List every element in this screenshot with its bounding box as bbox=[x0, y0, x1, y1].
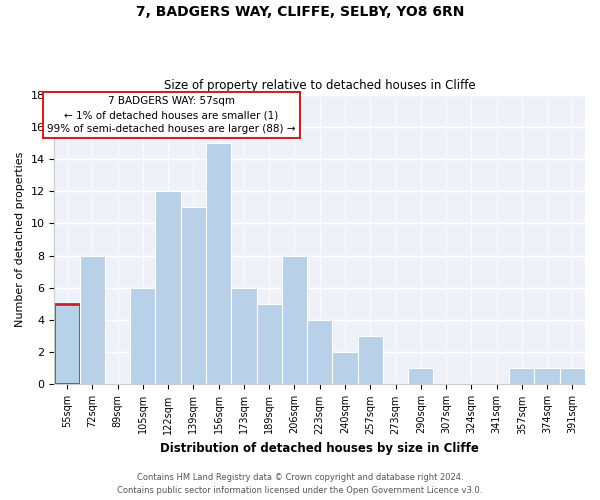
Text: Contains HM Land Registry data © Crown copyright and database right 2024.
Contai: Contains HM Land Registry data © Crown c… bbox=[118, 474, 482, 495]
Bar bbox=[509, 368, 535, 384]
Bar bbox=[231, 288, 257, 384]
Bar bbox=[307, 320, 332, 384]
Bar bbox=[80, 256, 105, 384]
Bar bbox=[257, 304, 282, 384]
Bar bbox=[181, 208, 206, 384]
Bar bbox=[130, 288, 155, 384]
Bar bbox=[155, 191, 181, 384]
Bar bbox=[358, 336, 383, 384]
Bar bbox=[206, 143, 231, 384]
Bar bbox=[408, 368, 433, 384]
Y-axis label: Number of detached properties: Number of detached properties bbox=[15, 152, 25, 327]
Text: 7 BADGERS WAY: 57sqm
← 1% of detached houses are smaller (1)
99% of semi-detache: 7 BADGERS WAY: 57sqm ← 1% of detached ho… bbox=[47, 96, 295, 134]
X-axis label: Distribution of detached houses by size in Cliffe: Distribution of detached houses by size … bbox=[160, 442, 479, 455]
Bar bbox=[560, 368, 585, 384]
Bar bbox=[282, 256, 307, 384]
Bar bbox=[332, 352, 358, 384]
Text: 7, BADGERS WAY, CLIFFE, SELBY, YO8 6RN: 7, BADGERS WAY, CLIFFE, SELBY, YO8 6RN bbox=[136, 5, 464, 19]
Bar bbox=[535, 368, 560, 384]
Bar bbox=[55, 304, 80, 384]
Title: Size of property relative to detached houses in Cliffe: Size of property relative to detached ho… bbox=[164, 79, 476, 92]
